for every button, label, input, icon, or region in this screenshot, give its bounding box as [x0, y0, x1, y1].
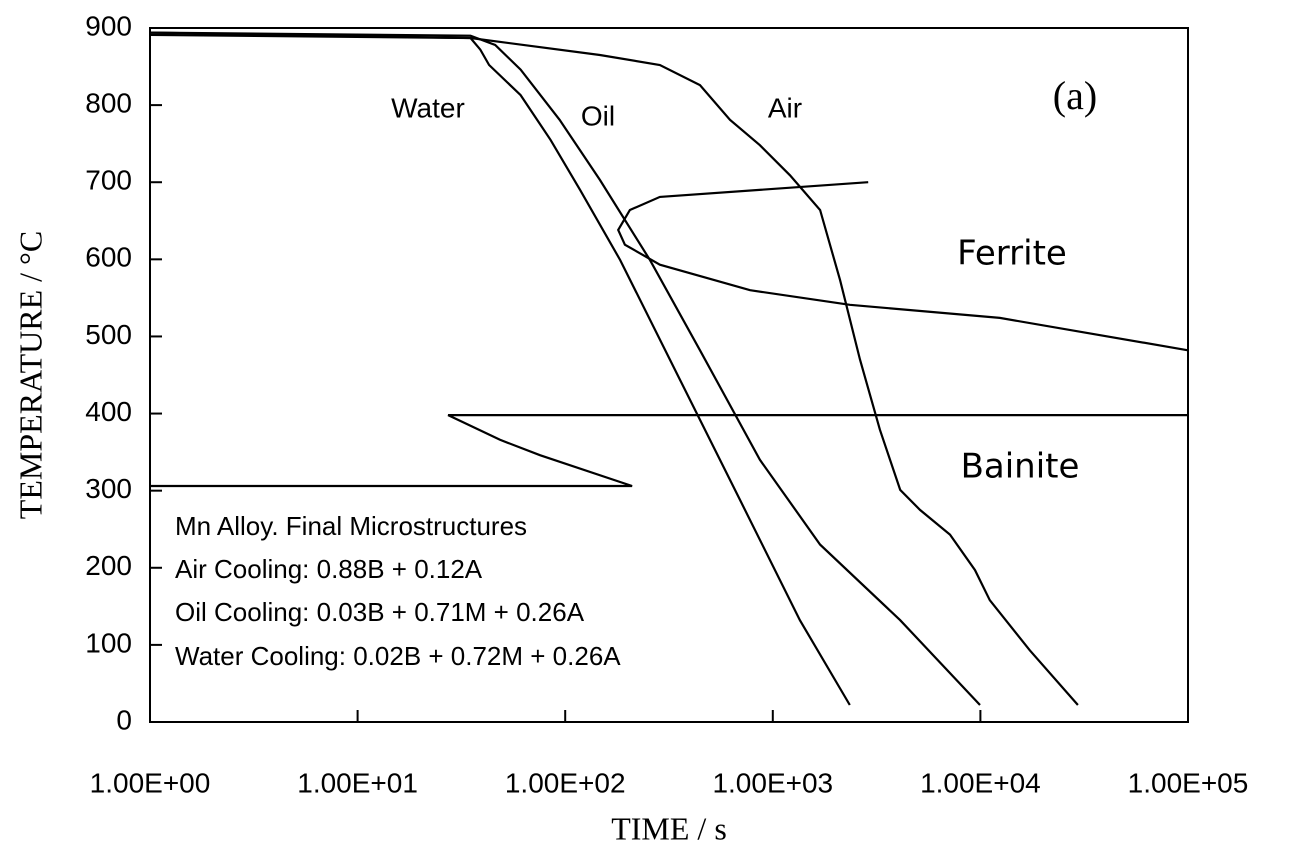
annotation: Oil Cooling: 0.03B + 0.71M + 0.26A	[175, 597, 585, 627]
y-tick-label: 100	[85, 627, 132, 658]
y-tick-label: 600	[85, 242, 132, 273]
y-tick-label: 0	[116, 704, 132, 735]
x-tick-label: 1.00E+05	[1128, 767, 1249, 798]
annotation: (a)	[1053, 73, 1097, 118]
curve	[150, 414, 1188, 488]
x-axis-label: TIME / s	[611, 810, 727, 846]
curve	[149, 31, 1079, 706]
x-tick-label: 1.00E+00	[90, 767, 211, 798]
x-tick-label: 1.00E+02	[505, 767, 626, 798]
curve-label: Water	[391, 92, 465, 123]
y-tick-label: 200	[85, 550, 132, 581]
y-tick-label: 900	[85, 10, 132, 41]
x-tick-label: 1.00E+01	[297, 767, 418, 798]
y-tick-label: 700	[85, 165, 132, 196]
curve	[149, 33, 851, 706]
y-tick-label: 300	[85, 473, 132, 504]
curve-label: Ferrite	[957, 234, 1067, 274]
x-tick-label: 1.00E+03	[712, 767, 833, 798]
annotation: Water Cooling: 0.02B + 0.72M + 0.26A	[175, 641, 621, 671]
curve	[616, 181, 1189, 352]
curve-label: Oil	[581, 100, 615, 131]
y-tick-label: 400	[85, 396, 132, 427]
y-tick-label: 500	[85, 319, 132, 350]
curve-label: Air	[768, 92, 802, 123]
plot-frame	[149, 27, 1189, 723]
annotation: Air Cooling: 0.88B + 0.12A	[175, 554, 483, 584]
curve-label: Bainite	[961, 447, 1080, 487]
annotation: Mn Alloy. Final Microstructures	[175, 511, 527, 541]
x-tick-label: 1.00E+04	[920, 767, 1041, 798]
y-tick-label: 800	[85, 88, 132, 119]
y-axis-label: TEMPERATURE / °C	[12, 231, 48, 519]
